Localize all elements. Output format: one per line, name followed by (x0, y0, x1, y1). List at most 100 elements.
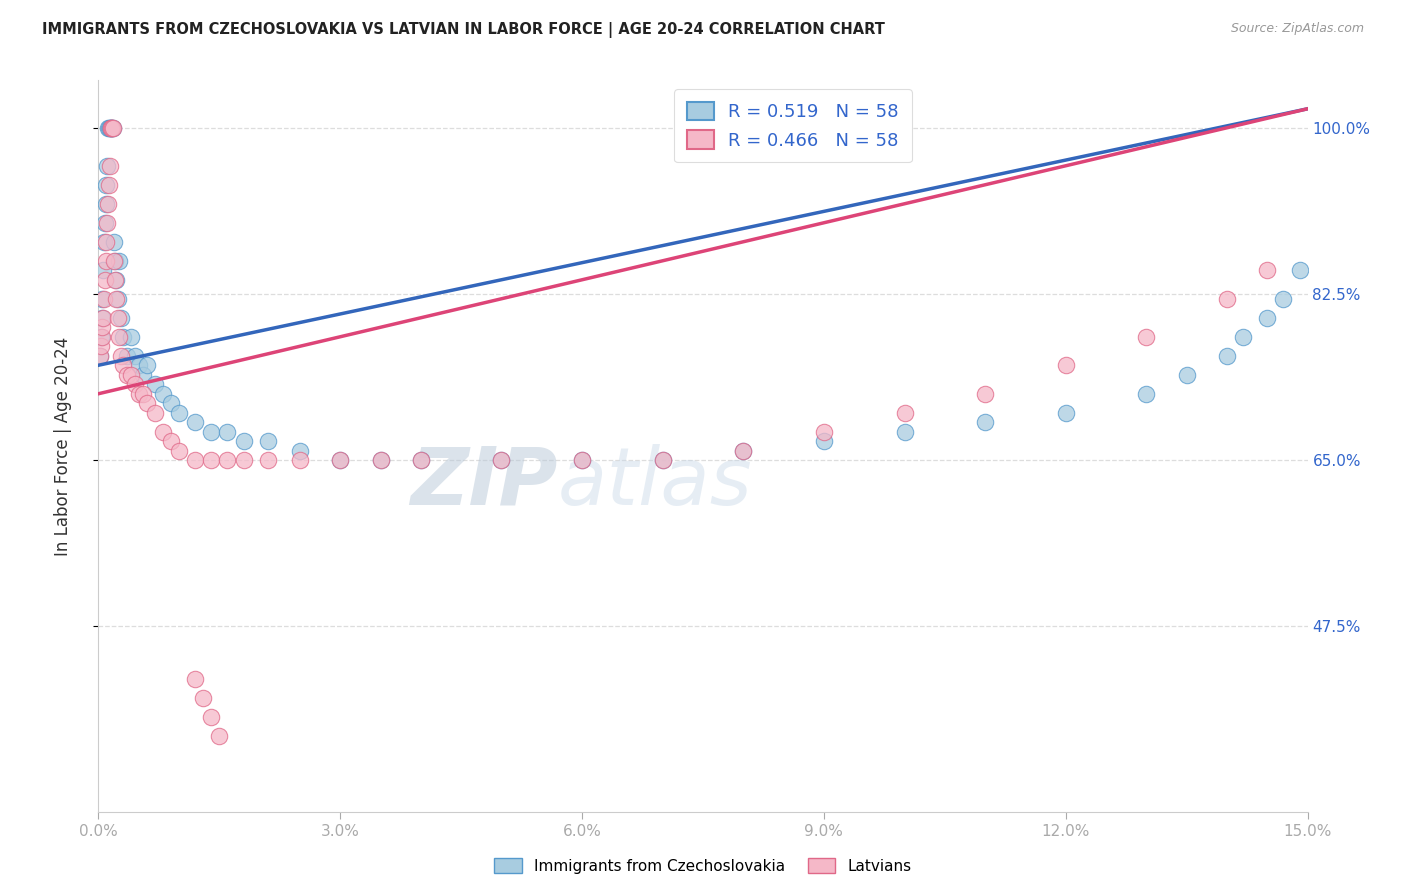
Point (97, 120, 120, 135)
Point (733, 443, 755, 458)
Point (103, 273, 125, 287)
Point (160, 434, 183, 449)
Point (1256, 310, 1278, 325)
Point (329, 453, 352, 467)
Point (893, 406, 915, 420)
Point (101, 120, 124, 135)
Point (103, 253, 125, 268)
Point (167, 406, 190, 420)
Point (91, 263, 114, 277)
Point (651, 453, 673, 467)
Point (115, 349, 138, 363)
Point (329, 453, 352, 467)
Point (93, 292, 115, 306)
Point (288, 453, 311, 467)
Point (90, 310, 112, 325)
Point (128, 358, 150, 372)
Point (143, 406, 166, 420)
Point (94, 216, 117, 230)
Point (107, 330, 129, 344)
Point (98, 159, 121, 173)
Point (370, 453, 392, 467)
Point (733, 443, 755, 458)
Point (167, 443, 190, 458)
Point (152, 386, 174, 401)
Point (974, 386, 997, 401)
Point (101, 120, 124, 135)
Point (96, 178, 118, 192)
Point (110, 349, 132, 363)
Point (232, 434, 254, 449)
Point (96, 159, 118, 173)
Point (128, 386, 150, 401)
Point (288, 443, 311, 458)
Point (97, 120, 120, 135)
Point (193, 690, 215, 705)
Point (491, 453, 513, 467)
Text: IMMIGRANTS FROM CZECHOSLOVAKIA VS LATVIAN IN LABOR FORCE | AGE 20-24 CORRELATION: IMMIGRANTS FROM CZECHOSLOVAKIA VS LATVIA… (42, 22, 884, 38)
Point (107, 310, 129, 325)
Point (111, 330, 134, 344)
Text: atlas: atlas (558, 443, 752, 522)
Point (571, 453, 593, 467)
Point (208, 729, 231, 743)
Point (200, 710, 222, 724)
Point (90, 330, 112, 344)
Point (813, 434, 835, 449)
Point (103, 235, 125, 249)
Point (91, 320, 114, 334)
Point (94, 253, 117, 268)
Point (105, 273, 128, 287)
Point (91, 310, 114, 325)
Point (91, 292, 114, 306)
Point (100, 120, 122, 135)
Text: Source: ZipAtlas.com: Source: ZipAtlas.com (1230, 22, 1364, 36)
Point (100, 120, 122, 135)
Point (96, 235, 118, 249)
Point (101, 120, 124, 135)
Point (98, 120, 121, 135)
Point (491, 453, 513, 467)
Point (111, 358, 134, 372)
Point (256, 453, 278, 467)
Point (152, 425, 174, 439)
Point (115, 368, 138, 382)
Point (184, 453, 207, 467)
Point (893, 425, 915, 439)
Point (96, 216, 118, 230)
Point (651, 453, 673, 467)
Point (124, 377, 146, 392)
Point (100, 120, 122, 135)
Point (1175, 368, 1198, 382)
Point (813, 425, 835, 439)
Point (97, 178, 120, 192)
Point (107, 253, 129, 268)
Point (184, 672, 207, 686)
Point (217, 425, 239, 439)
Point (217, 453, 239, 467)
Point (103, 253, 125, 268)
Point (409, 453, 432, 467)
Point (1272, 292, 1295, 306)
Legend: Immigrants from Czechoslovakia, Latvians: Immigrants from Czechoslovakia, Latvians (488, 852, 918, 880)
Point (124, 349, 146, 363)
Y-axis label: In Labor Force | Age 20-24: In Labor Force | Age 20-24 (53, 336, 72, 556)
Point (370, 453, 392, 467)
Point (101, 120, 124, 135)
Point (184, 415, 207, 429)
Point (1256, 263, 1278, 277)
Point (105, 292, 128, 306)
Point (120, 330, 142, 344)
Point (90, 339, 112, 353)
Point (120, 368, 142, 382)
Legend: R = 0.519   N = 58, R = 0.466   N = 58: R = 0.519 N = 58, R = 0.466 N = 58 (675, 89, 911, 162)
Point (143, 377, 166, 392)
Point (89, 349, 111, 363)
Point (1216, 292, 1239, 306)
Point (1054, 358, 1077, 372)
Point (232, 453, 254, 467)
Point (132, 368, 155, 382)
Point (110, 310, 132, 325)
Point (1288, 263, 1310, 277)
Point (135, 396, 157, 410)
